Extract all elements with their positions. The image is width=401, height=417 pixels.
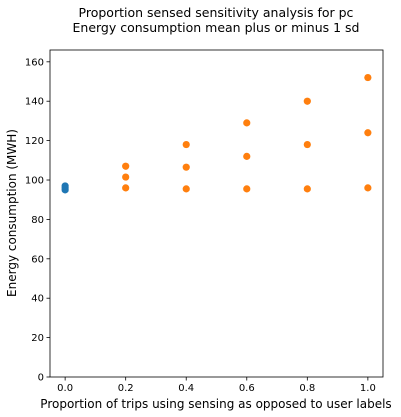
series-1-point (364, 184, 372, 192)
plot-area: 0.0 0.2 0.4 0.6 0.8 1.0 0 20 40 60 80 100 120 140 160 (25, 49, 384, 394)
series-1-point (182, 163, 190, 171)
y-tick-label: 100 (25, 176, 44, 187)
series-1-point (182, 185, 190, 193)
x-tick-label: 0.0 (57, 383, 73, 394)
chart-subtitle: Energy consumption mean plus or minus 1 … (73, 20, 360, 35)
x-tick-label: 0.4 (178, 383, 194, 394)
series-1-point (122, 173, 130, 181)
x-tick-label: 0.6 (239, 383, 255, 394)
chart-title: Proportion sensed sensitivity analysis f… (79, 5, 354, 20)
x-tick-label: 0.8 (299, 383, 315, 394)
y-tick-label: 80 (31, 215, 44, 226)
series-1-point (182, 140, 190, 149)
series-1-point (364, 73, 372, 82)
series-1-point (243, 185, 251, 193)
y-tick-label: 20 (31, 333, 44, 344)
series-0-point (61, 182, 69, 190)
series-1-point (243, 152, 251, 160)
plot-frame (49, 49, 384, 378)
series-1-point (303, 185, 311, 193)
x-axis-label: Proportion of trips using sensing as opp… (40, 397, 391, 411)
y-tick-label: 60 (31, 254, 44, 265)
series-1-point (303, 140, 311, 149)
y-tick-label: 140 (25, 97, 44, 108)
series-1-point (364, 129, 372, 137)
y-tick-label: 0 (38, 373, 44, 384)
x-tick-label: 0.2 (118, 383, 134, 394)
series-1-point (122, 184, 130, 192)
series-1-point (243, 119, 251, 127)
y-tick-label: 120 (25, 136, 44, 147)
series-1-point (122, 162, 130, 170)
y-axis-label: Energy consumption (MWH) (5, 129, 19, 297)
x-tick-label: 1.0 (360, 383, 376, 394)
series-1-point (303, 97, 311, 105)
y-tick-label: 40 (31, 294, 44, 305)
y-tick-label: 160 (25, 57, 44, 68)
